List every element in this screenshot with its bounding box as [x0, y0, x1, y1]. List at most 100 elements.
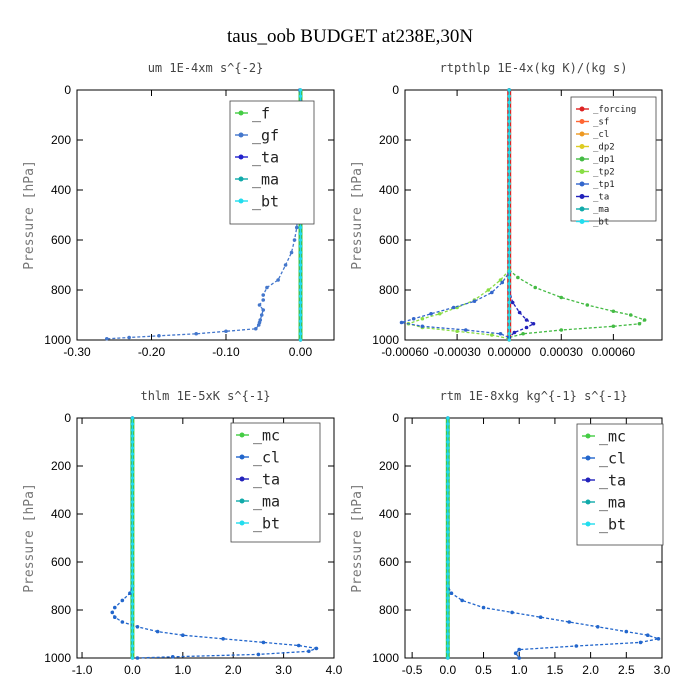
data-point	[507, 107, 511, 111]
data-point	[446, 512, 450, 516]
data-point	[130, 524, 135, 528]
data-point	[507, 94, 511, 98]
legend-marker	[239, 498, 245, 504]
data-point	[510, 300, 515, 305]
data-point	[531, 321, 536, 326]
data-point	[498, 278, 503, 282]
data-point	[257, 303, 262, 307]
data-point	[507, 132, 511, 136]
data-point	[517, 647, 522, 652]
data-point	[524, 325, 529, 330]
legend: _mc _cl _ta _ma _bt	[230, 422, 321, 543]
data-point	[437, 311, 442, 316]
data-point	[298, 275, 303, 280]
data-point	[265, 285, 269, 290]
data-point	[110, 610, 115, 615]
data-point	[130, 644, 135, 648]
legend-entry: _dp2	[593, 143, 615, 153]
y-tick-label: 200	[379, 459, 399, 473]
y-axis-label: Pressure [hPa]	[350, 160, 365, 270]
legend-marker	[239, 454, 245, 460]
data-point	[135, 656, 140, 660]
data-point	[611, 309, 616, 314]
legend-marker	[239, 520, 245, 526]
series-line	[401, 90, 510, 339]
data-point	[624, 629, 629, 634]
data-point	[298, 232, 303, 236]
x-tick-label: 1.0	[511, 663, 528, 677]
x-tick-label: 0.00000	[487, 345, 531, 359]
data-point	[135, 625, 140, 629]
plot-frame	[76, 417, 335, 659]
legend-entry: _ta	[599, 471, 626, 489]
data-point	[451, 305, 456, 310]
data-point	[298, 282, 303, 286]
data-point	[513, 651, 518, 655]
y-tick-label: 1000	[44, 333, 71, 347]
data-point	[446, 614, 450, 618]
legend-entry: _tp1	[593, 180, 615, 190]
legend-marker	[238, 154, 244, 160]
data-point	[446, 476, 450, 480]
x-tick-label: 0.0	[124, 663, 141, 677]
data-point	[595, 625, 600, 629]
data-point	[507, 275, 511, 280]
legend-entry: _ma	[253, 492, 280, 510]
data-point	[283, 263, 288, 267]
data-point	[446, 644, 450, 648]
y-tick-label: 1000	[44, 651, 71, 665]
data-point	[128, 591, 132, 595]
data-point	[507, 157, 511, 161]
data-point	[486, 288, 491, 292]
legend-marker	[579, 169, 585, 174]
y-tick-label: 0	[64, 83, 71, 97]
x-tick-label: -0.5	[402, 663, 423, 677]
x-tick-label: 2.0	[225, 663, 242, 677]
data-point	[446, 566, 450, 570]
data-point	[296, 643, 301, 648]
data-point	[130, 536, 135, 540]
data-point	[298, 325, 303, 330]
data-point	[298, 250, 303, 255]
data-point	[130, 542, 135, 546]
data-point	[446, 506, 450, 510]
data-point	[628, 313, 633, 317]
data-point	[446, 500, 450, 504]
y-axis-label: Pressure [hPa]	[22, 483, 37, 593]
legend: _f _gf _ta _ma _bt	[229, 100, 315, 225]
data-point	[446, 488, 450, 492]
y-tick-label: 200	[379, 133, 399, 147]
data-point	[507, 88, 511, 92]
data-point	[446, 542, 450, 546]
data-point	[298, 313, 303, 317]
x-tick-label: 2.5	[618, 663, 635, 677]
data-point	[460, 598, 464, 603]
data-point	[298, 88, 303, 92]
data-point	[446, 530, 450, 534]
data-point	[130, 458, 135, 462]
data-point	[130, 620, 135, 624]
data-point	[446, 440, 450, 444]
data-point	[256, 652, 261, 657]
legend-entry: _dp1	[593, 155, 615, 165]
legend-entry: _cl	[599, 449, 626, 467]
data-point	[521, 331, 525, 336]
data-point	[517, 656, 522, 660]
data-point	[130, 446, 135, 450]
data-point	[507, 332, 511, 336]
data-point	[130, 464, 135, 468]
data-point	[256, 323, 261, 327]
legend-entry: _ma	[252, 170, 279, 188]
data-point	[298, 257, 303, 261]
data-point	[130, 656, 135, 660]
legend-marker	[579, 181, 585, 187]
y-tick-label: 1000	[372, 333, 399, 347]
legend-entry: _gf	[252, 126, 279, 144]
data-point	[157, 333, 161, 338]
data-point	[507, 300, 511, 305]
y-tick-label: 600	[379, 233, 399, 247]
series-line	[406, 90, 510, 340]
data-point	[446, 608, 450, 612]
data-point	[446, 626, 450, 630]
data-point	[298, 319, 303, 323]
